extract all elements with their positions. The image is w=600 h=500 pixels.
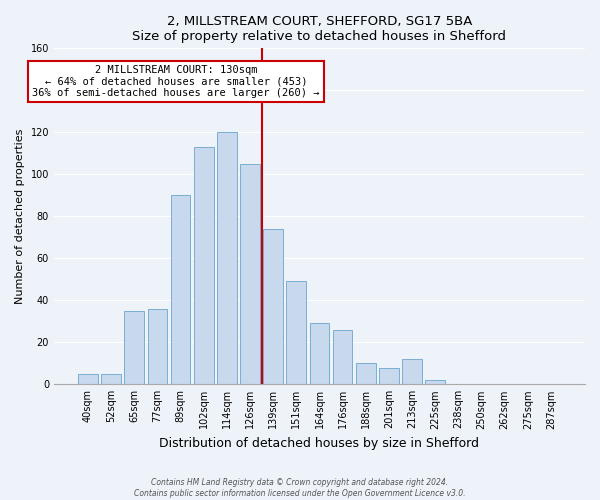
Text: Contains HM Land Registry data © Crown copyright and database right 2024.
Contai: Contains HM Land Registry data © Crown c…: [134, 478, 466, 498]
Bar: [170, 196, 190, 384]
Bar: [240, 164, 260, 384]
Bar: [263, 229, 283, 384]
Title: 2, MILLSTREAM COURT, SHEFFORD, SG17 5BA
Size of property relative to detached ho: 2, MILLSTREAM COURT, SHEFFORD, SG17 5BA …: [133, 15, 506, 43]
Bar: [379, 368, 399, 384]
Bar: [356, 364, 376, 384]
Bar: [194, 147, 214, 384]
Bar: [402, 359, 422, 384]
Text: 2 MILLSTREAM COURT: 130sqm
← 64% of detached houses are smaller (453)
36% of sem: 2 MILLSTREAM COURT: 130sqm ← 64% of deta…: [32, 65, 320, 98]
Bar: [148, 308, 167, 384]
Y-axis label: Number of detached properties: Number of detached properties: [15, 128, 25, 304]
Bar: [78, 374, 98, 384]
X-axis label: Distribution of detached houses by size in Shefford: Distribution of detached houses by size …: [160, 437, 479, 450]
Bar: [333, 330, 352, 384]
Bar: [217, 132, 236, 384]
Bar: [425, 380, 445, 384]
Bar: [124, 311, 144, 384]
Bar: [101, 374, 121, 384]
Bar: [310, 324, 329, 384]
Bar: [286, 282, 306, 385]
